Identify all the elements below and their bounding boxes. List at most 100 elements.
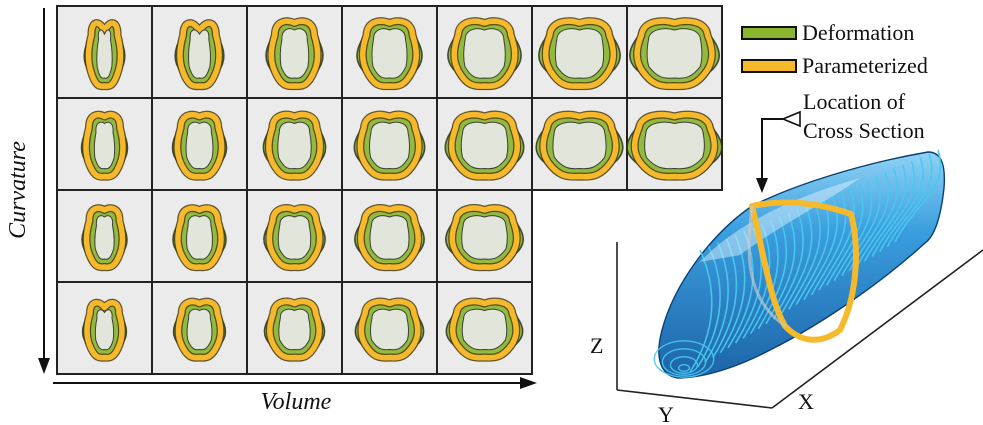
annotation-open-arrow-icon <box>780 110 801 128</box>
volume-arrowhead <box>520 377 537 389</box>
legend: Deformation Parameterized <box>741 20 928 78</box>
grid-cell <box>341 189 438 283</box>
volume-axis: Volume <box>53 377 537 415</box>
cross-section-interior <box>186 215 213 260</box>
contour-line <box>810 190 847 296</box>
cross-section-interior <box>371 28 408 79</box>
contour-line <box>841 175 881 277</box>
parameterized-outline <box>268 18 321 89</box>
contour-line <box>795 197 830 305</box>
parameterized-outline <box>175 205 224 270</box>
nose-contour-ring <box>653 340 715 378</box>
grid-cell <box>436 281 533 375</box>
cross-section-interior <box>644 121 705 170</box>
3d-body-model <box>653 149 946 379</box>
body-highlight <box>700 178 860 262</box>
grid-cell <box>151 97 248 191</box>
contour-line <box>886 153 933 248</box>
parameterized-outline <box>449 298 520 361</box>
cross-section-interior <box>279 28 310 79</box>
cross-section-ring <box>749 199 859 343</box>
grid-cell <box>246 5 343 99</box>
contour-line <box>879 157 924 252</box>
grid-cell <box>341 281 438 375</box>
cross-section-grid <box>56 5 723 375</box>
cross-section-hidden-edge <box>747 205 786 328</box>
x-axis-line <box>771 249 983 409</box>
cross-section-interior <box>461 215 508 260</box>
grid-cell <box>246 189 343 283</box>
contour-line <box>772 208 804 320</box>
contour-line <box>689 249 713 373</box>
parameterized-outline <box>360 18 419 89</box>
legend-label-deformation: Deformation <box>802 20 914 45</box>
parameterized-outline <box>266 205 323 270</box>
cross-section-annotation: Location of Cross Section <box>756 89 925 193</box>
parameterized-outline <box>631 111 718 180</box>
contour-line <box>871 160 916 257</box>
cross-section-interior <box>463 28 506 79</box>
annotation-line2: Cross Section <box>803 118 925 143</box>
parameterized-outline <box>83 205 126 270</box>
contour-line <box>696 245 721 368</box>
grid-cell <box>56 189 153 283</box>
parameterized-outline <box>84 299 125 361</box>
parameterized-outline <box>358 205 421 270</box>
grid-cell <box>151 5 248 99</box>
cross-section-interior <box>277 121 312 170</box>
cross-section-interior <box>369 308 410 351</box>
grid-cell <box>246 281 343 375</box>
volume-label: Volume <box>261 389 332 415</box>
parameterized-outline <box>634 18 715 89</box>
contour-line <box>704 242 729 363</box>
legend-label-parameterized: Parameterized <box>802 53 928 78</box>
grid-cell <box>151 189 248 283</box>
cross-section-interior <box>461 308 508 351</box>
contour-line <box>757 216 788 330</box>
cross-section-interior <box>646 28 703 79</box>
cross-section-interior <box>94 215 115 260</box>
contour-line <box>712 238 738 358</box>
cross-section-interior <box>93 121 116 170</box>
grid-cell <box>56 281 153 375</box>
parameterized-outline <box>177 20 222 89</box>
annotation-leader-line <box>761 118 783 180</box>
parameterized-outline <box>267 298 322 361</box>
cross-section-interior <box>368 121 411 170</box>
parameterized-outline <box>448 111 521 180</box>
contour-line <box>818 186 855 291</box>
cross-section-interior <box>96 29 113 79</box>
nose-contour-ring <box>677 364 691 373</box>
grid-cell <box>436 5 533 99</box>
contour-line <box>719 234 746 354</box>
cross-section-interior <box>554 28 605 79</box>
contour-line <box>750 220 779 334</box>
nose-contour-ring <box>669 356 699 374</box>
cross-section-interior <box>277 215 312 260</box>
grid-cell <box>531 5 628 99</box>
contour-line <box>833 179 873 281</box>
parameterized-outline <box>174 111 225 180</box>
parameterized-outline <box>85 20 124 89</box>
cross-section-interior <box>552 121 607 170</box>
grid-cell <box>246 97 343 191</box>
cross-section-interior <box>94 309 115 351</box>
y-axis-line <box>616 389 773 409</box>
grid-cell <box>341 5 438 99</box>
legend-swatch-parameterized <box>741 59 797 73</box>
grid-cell <box>436 97 533 191</box>
grid-cell <box>626 5 723 99</box>
curvature-arrowhead <box>38 358 50 374</box>
cross-section-interior <box>278 308 311 351</box>
parameterized-outline <box>175 298 224 361</box>
contour-line <box>856 168 899 267</box>
contour-line <box>863 164 907 262</box>
parameterized-outline <box>358 298 421 361</box>
contour-line <box>765 212 796 325</box>
cross-section-interior <box>186 308 213 351</box>
parameterized-outline <box>266 111 323 180</box>
cross-section-interior <box>460 121 509 170</box>
parameterized-outline <box>542 18 617 89</box>
grid-cell <box>56 97 153 191</box>
